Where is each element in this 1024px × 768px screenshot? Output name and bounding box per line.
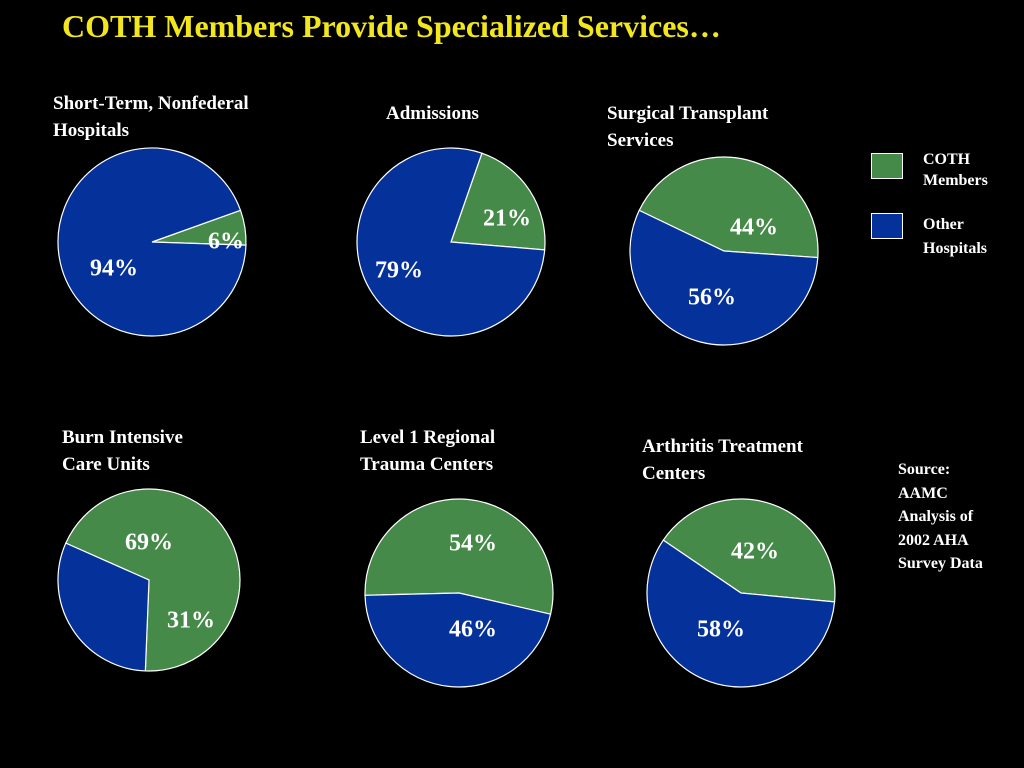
pie-slice-other bbox=[646, 539, 836, 688]
pie-slice-coth bbox=[364, 498, 554, 615]
legend-swatch-coth bbox=[871, 153, 903, 179]
data-label-coth: 44% bbox=[730, 215, 778, 241]
data-label-coth: 42% bbox=[731, 539, 779, 565]
data-label-other: 56% bbox=[688, 285, 736, 311]
page-title: COTH Members Provide Specialized Service… bbox=[62, 8, 721, 44]
data-label-coth: 54% bbox=[449, 531, 497, 557]
data-label-other: 31% bbox=[167, 608, 215, 634]
chart-title-arthritis: Arthritis Treatment Centers bbox=[642, 436, 803, 484]
source-note: Source: AAMC Analysis of 2002 AHA Survey… bbox=[898, 461, 983, 572]
legend-label-coth: COTH Members bbox=[923, 151, 988, 189]
chart-title-transplant: Surgical Transplant Services bbox=[607, 103, 769, 151]
pie-slice-other bbox=[57, 147, 247, 337]
data-label-other: 46% bbox=[449, 617, 497, 643]
pie-slice-coth bbox=[450, 152, 546, 251]
pie-slice-coth bbox=[65, 488, 241, 672]
pie-slice-other bbox=[364, 592, 552, 688]
data-label-coth: 6% bbox=[208, 229, 244, 255]
pie-slice-coth bbox=[662, 498, 836, 603]
data-label-other: 94% bbox=[90, 256, 138, 282]
pie-slice-coth bbox=[638, 156, 819, 259]
chart-title-burn: Burn Intensive Care Units bbox=[62, 427, 183, 475]
data-label-other: 79% bbox=[375, 258, 423, 284]
pie-slice-other bbox=[356, 147, 546, 337]
data-label-other: 58% bbox=[697, 617, 745, 643]
pie-slice-other bbox=[57, 542, 150, 672]
data-label-coth: 21% bbox=[483, 206, 531, 232]
chart-title-admissions: Admissions bbox=[386, 103, 479, 124]
chart-title-short-term: Short-Term, Nonfederal Hospitals bbox=[53, 93, 249, 141]
pie-slice-other bbox=[629, 209, 819, 346]
legend-label-other: Other Hospitals bbox=[923, 216, 988, 257]
chart-title-trauma: Level 1 Regional Trauma Centers bbox=[360, 427, 496, 475]
data-label-coth: 69% bbox=[125, 530, 173, 556]
legend-swatch-other bbox=[871, 213, 903, 239]
